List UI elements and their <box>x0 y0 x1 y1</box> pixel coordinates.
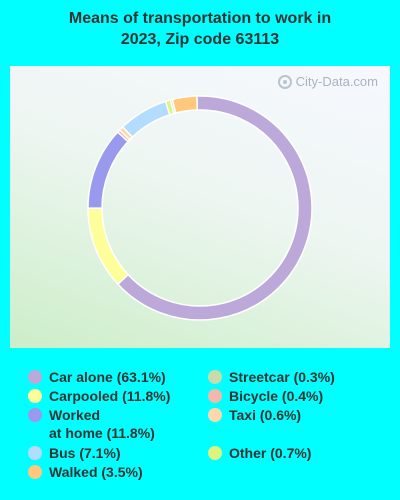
donut-chart <box>87 95 313 321</box>
legend-swatch <box>208 446 222 460</box>
legend-item: Other (0.7%) <box>208 444 311 462</box>
legend-item: Walked (3.5%) <box>28 463 143 481</box>
donut-slice-worked-at-home <box>87 130 130 209</box>
legend-swatch <box>28 465 42 479</box>
legend-label: Other (0.7%) <box>229 445 312 461</box>
legend-label: Streetcar (0.3%) <box>229 369 335 385</box>
legend-label: Carpooled (11.8%) <box>49 388 171 404</box>
legend-item: Carpooled (11.8%) <box>28 387 170 405</box>
legend-swatch <box>28 370 42 384</box>
donut-slice-carpooled <box>87 207 130 286</box>
legend-label: Taxi (0.6%) <box>229 407 302 423</box>
legend-swatch <box>208 370 222 384</box>
legend-swatch <box>28 408 42 422</box>
chart-panel: City-Data.com <box>10 66 390 348</box>
city-data-logo-icon <box>277 74 292 89</box>
legend-item: Bicycle (0.4%) <box>208 387 323 405</box>
legend-item: Car alone (63.1%) <box>28 368 166 386</box>
legend-swatch <box>208 408 222 422</box>
legend-label: Walked (3.5%) <box>49 464 143 480</box>
donut-slice-bus <box>121 100 171 139</box>
legend-label: Bus (7.1%) <box>49 445 121 461</box>
legend-swatch <box>28 389 42 403</box>
donut-slice-car-alone <box>116 95 313 321</box>
legend-item: Worked at home (11.8%) <box>28 406 155 442</box>
legend-label: Worked at home (11.8%) <box>49 407 155 441</box>
legend-label: Car alone (63.1%) <box>49 369 166 385</box>
legend-item: Taxi (0.6%) <box>208 406 301 424</box>
watermark-text: City-Data.com <box>295 74 378 89</box>
legend-swatch <box>28 446 42 460</box>
chart-legend: Car alone (63.1%) Carpooled (11.8%) Worked… <box>0 368 400 488</box>
chart-title: Means of transportation to work in 2023,… <box>68 10 332 48</box>
donut-slice-walked <box>171 95 199 114</box>
watermark: City-Data.com <box>277 74 378 89</box>
legend-swatch <box>208 389 222 403</box>
legend-label: Bicycle (0.4%) <box>229 388 324 404</box>
legend-item: Streetcar (0.3%) <box>208 368 335 386</box>
legend-item: Bus (7.1%) <box>28 444 121 462</box>
